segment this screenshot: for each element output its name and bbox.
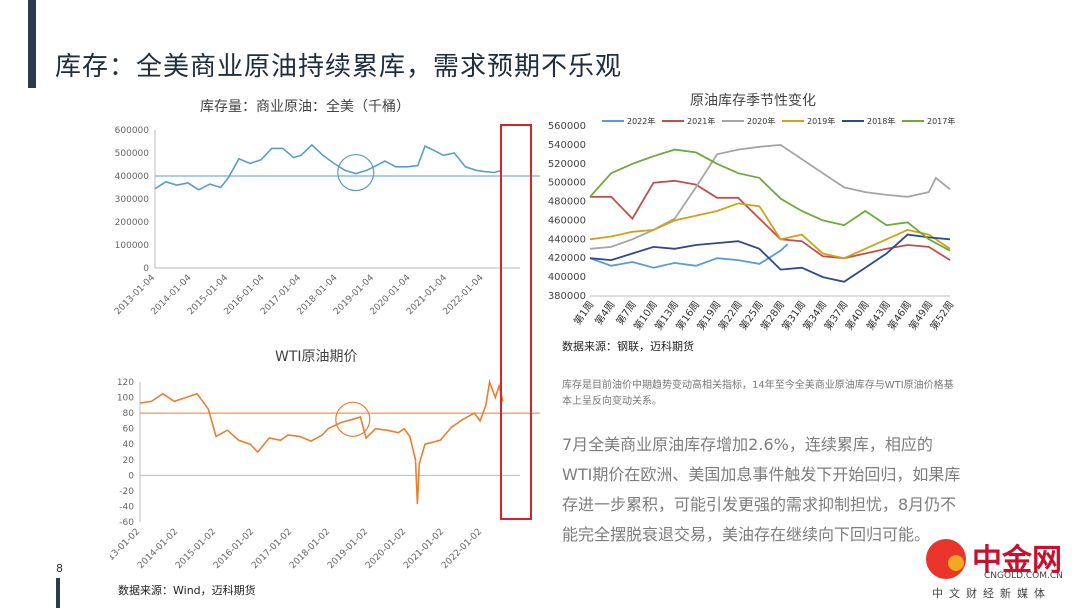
- wti-chart-title: WTI原油期价: [275, 349, 358, 365]
- y-tick-label: 60: [123, 425, 135, 435]
- y-tick-label: 500000: [548, 178, 586, 189]
- page-title: 库存：全美商业原油持续累库，需求预期不乐观: [55, 52, 623, 82]
- y-tick-label: 560000: [548, 121, 586, 132]
- y-tick-label: 520000: [548, 159, 586, 170]
- y-tick-label: 600000: [115, 126, 150, 136]
- y-tick-label: 200000: [115, 218, 150, 228]
- legend-label: 2018年: [867, 116, 895, 126]
- y-tick-label: 400000: [115, 172, 150, 182]
- y-tick-label: 420000: [548, 253, 586, 264]
- y-tick-label: 500000: [115, 149, 150, 159]
- y-tick-label: 0: [143, 264, 149, 274]
- logo-mark-icon: [926, 539, 966, 579]
- y-tick-label: 40: [123, 440, 135, 450]
- y-tick-label: 440000: [548, 234, 586, 245]
- wti-chart: -60-40-200204060801001202013-01-022014-0…: [110, 378, 540, 571]
- x-tick-label: 第1周: [571, 298, 597, 327]
- y-tick-label: 0: [128, 471, 134, 481]
- y-tick-label: 480000: [548, 197, 586, 208]
- title-accent-bar: [28, 0, 36, 88]
- y-tick-label: -20: [119, 487, 134, 497]
- y-tick-label: 400000: [548, 272, 586, 283]
- seasonal-chart-title: 原油库存季节性变化: [690, 93, 816, 109]
- x-tick-label: 第4周: [592, 298, 618, 327]
- inventory-chart-title: 库存量：商业原油：全美（千桶）: [200, 99, 410, 115]
- series-line: [589, 243, 789, 269]
- y-tick-label: 540000: [548, 140, 586, 151]
- series-line: [589, 233, 951, 283]
- page-number: 8: [56, 562, 63, 575]
- x-tick-label: 2022-01-02: [440, 527, 484, 571]
- series-line: [590, 179, 951, 261]
- source-note-right: 数据来源：钢联，迈科期货: [562, 340, 694, 353]
- legend-label: 2022年: [627, 116, 655, 126]
- brand-logo: 中金网 CNGOLD.COM.CN 中文财经新媒体: [916, 535, 1080, 605]
- legend-label: 2019年: [807, 116, 835, 126]
- analysis-note: 库存是目前油价中期趋势变动高相关指标，14年至今全美商业原油库存与WTI原油价格…: [562, 380, 954, 407]
- annotation-circle: [337, 153, 375, 192]
- y-tick-label: 80: [123, 409, 135, 419]
- annotation-circle: [335, 401, 371, 437]
- y-tick-label: 20: [123, 456, 135, 466]
- series-line: [589, 202, 951, 260]
- series-line: [139, 378, 504, 505]
- highlight-box: [500, 124, 532, 520]
- legend-label: 2017年: [927, 116, 955, 126]
- series-line: [589, 148, 951, 252]
- series-line: [154, 143, 503, 191]
- footer-accent-bar: [56, 578, 60, 608]
- analysis-body: 7月全美商业原油库存增加2.6%，连续累库，相应的WTI期价在欧洲、美国加息事件…: [562, 435, 961, 544]
- y-tick-label: 460000: [548, 215, 586, 226]
- y-tick-label: 380000: [548, 291, 586, 302]
- y-tick-label: -60: [119, 518, 134, 528]
- source-note-left: 数据来源：Wind，迈科期货: [118, 584, 256, 597]
- y-tick-label: -40: [119, 502, 134, 512]
- y-tick-label: 100000: [115, 241, 150, 251]
- logo-url: CNGOLD.COM.CN: [984, 571, 1063, 581]
- inventory-chart: 0100000200000300000400000500000600000201…: [113, 126, 540, 317]
- seasonal-chart: 380000 400000 420000 440000 460000 480000 5000…: [548, 116, 957, 333]
- logo-text: 中金网: [972, 543, 1062, 578]
- legend-label: 2020年: [747, 116, 775, 126]
- legend-label: 2021年: [687, 116, 715, 126]
- logo-tagline: 中文财经新媒体: [932, 587, 1051, 600]
- y-tick-label: 120: [117, 378, 134, 388]
- y-tick-label: 300000: [115, 195, 150, 205]
- y-tick-label: 100: [117, 394, 134, 404]
